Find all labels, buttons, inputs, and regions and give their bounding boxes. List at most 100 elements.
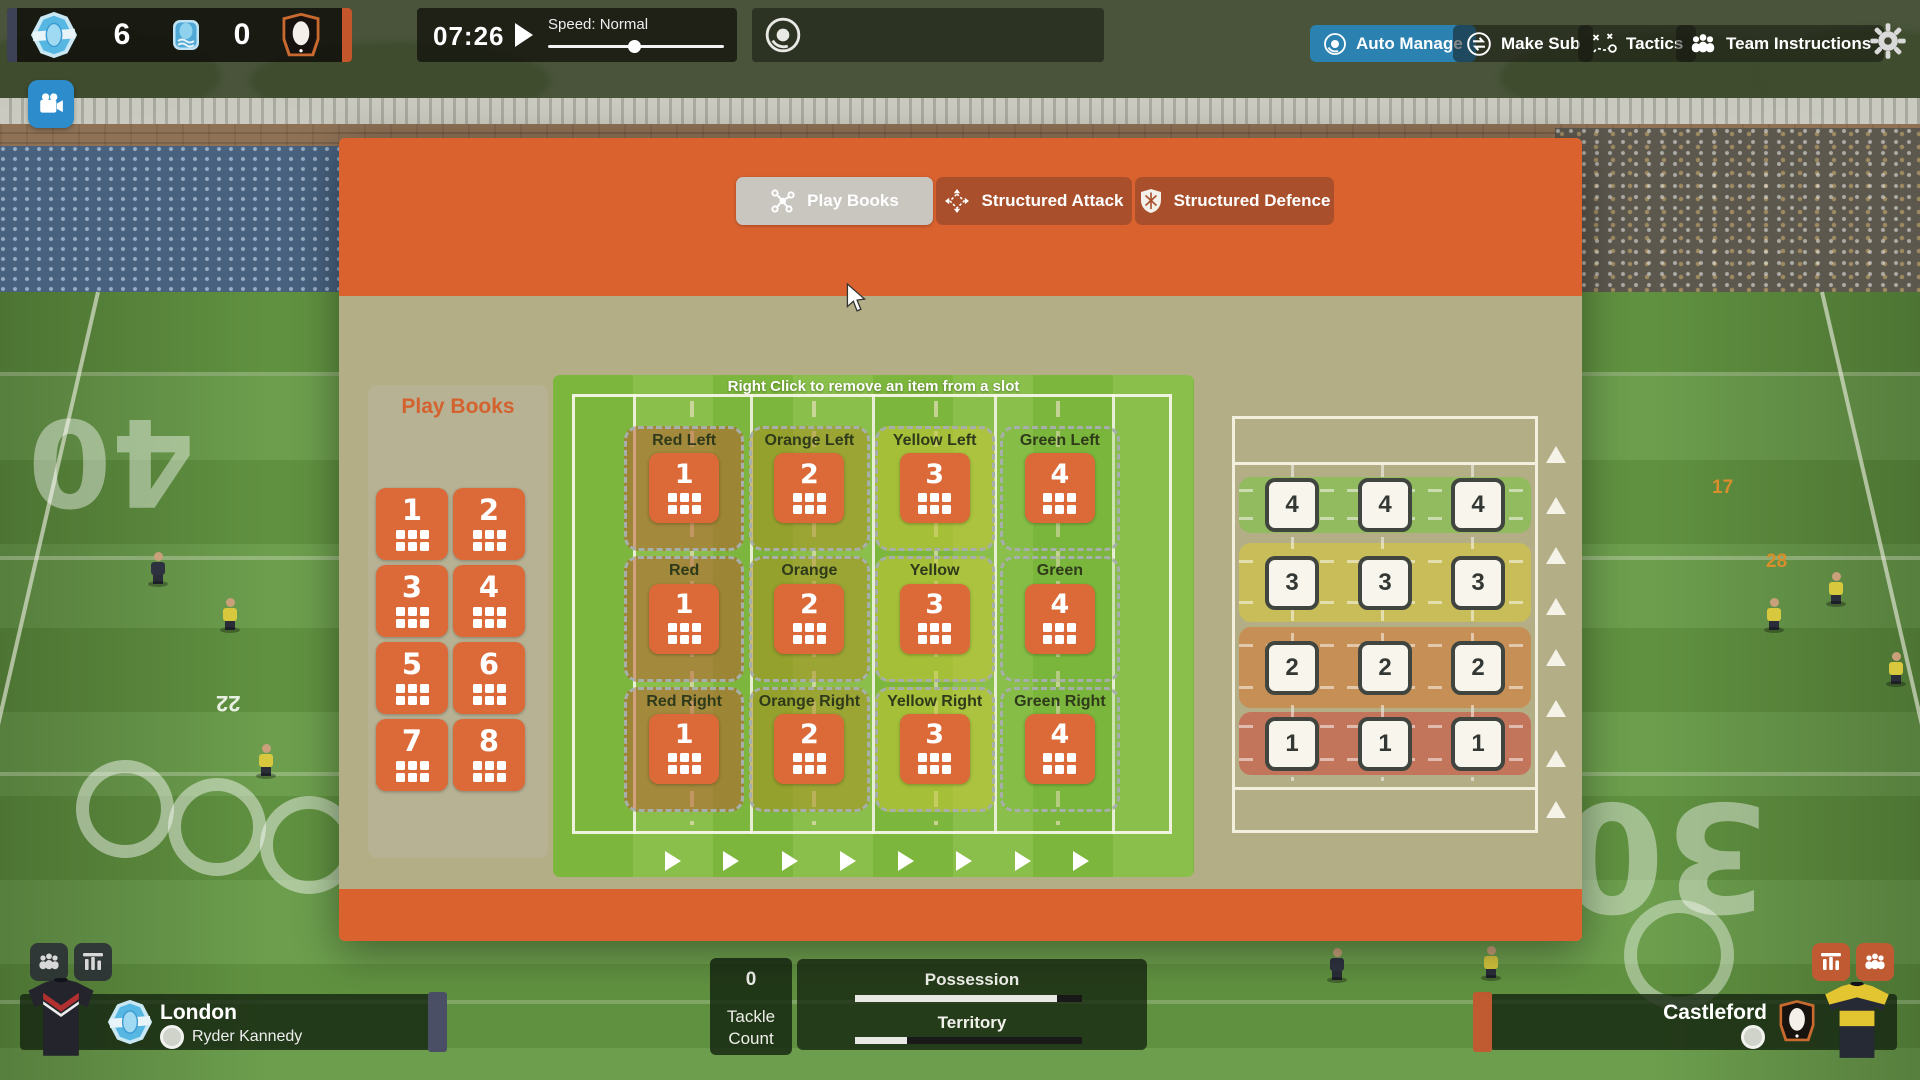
away-squad-button[interactable] bbox=[1856, 943, 1894, 981]
target-icon bbox=[765, 17, 801, 53]
playbook-tile-5[interactable]: 5 bbox=[376, 642, 448, 714]
playbook-tile-7[interactable]: 7 bbox=[376, 719, 448, 791]
playbook-tile-2[interactable]: 2 bbox=[453, 488, 525, 560]
playbook-icon bbox=[395, 606, 405, 616]
make-sub-button[interactable]: Make Sub bbox=[1453, 25, 1594, 62]
slot-red-right[interactable]: Red Right 1 bbox=[624, 686, 745, 812]
playbook-tile-8[interactable]: 8 bbox=[453, 719, 525, 791]
slot-tile[interactable]: 4 bbox=[1024, 713, 1095, 784]
slot-red-left[interactable]: Red Left 1 bbox=[624, 426, 745, 552]
depth-cell[interactable]: 2 bbox=[1358, 640, 1412, 695]
possession-bar bbox=[855, 995, 1082, 1002]
tab-play-books[interactable]: Play Books bbox=[736, 177, 933, 225]
depth-cell[interactable]: 4 bbox=[1358, 478, 1412, 532]
depth-cell[interactable]: 1 bbox=[1358, 716, 1412, 771]
slot-green[interactable]: Green 4 bbox=[999, 556, 1120, 682]
preview-play-button[interactable] bbox=[956, 851, 973, 871]
depth-arrow[interactable] bbox=[1546, 446, 1566, 463]
preview-play-button[interactable] bbox=[665, 851, 681, 871]
depth-arrow[interactable] bbox=[1546, 750, 1566, 768]
field-slot-board: Right Click to remove an item from a slo… bbox=[553, 375, 1194, 877]
slot-tile[interactable]: 3 bbox=[899, 583, 970, 654]
depth-cell[interactable]: 4 bbox=[1451, 478, 1505, 532]
team-instructions-button[interactable]: Team Instructions bbox=[1676, 25, 1885, 62]
depth-arrow[interactable] bbox=[1546, 598, 1566, 616]
preview-play-button[interactable] bbox=[781, 851, 798, 871]
player-sprite bbox=[1764, 598, 1784, 633]
home-team-badge bbox=[107, 999, 153, 1045]
slot-tile[interactable]: 4 bbox=[1024, 453, 1095, 524]
coach-status-icon bbox=[160, 1025, 184, 1049]
playbook-tile-1[interactable]: 1 bbox=[376, 488, 448, 560]
make-sub-label: Make Sub bbox=[1501, 33, 1581, 53]
depth-cell[interactable]: 3 bbox=[1265, 555, 1319, 610]
settings-gear-icon[interactable] bbox=[1869, 22, 1907, 60]
depth-cell[interactable]: 3 bbox=[1358, 555, 1412, 610]
depth-arrow[interactable] bbox=[1546, 547, 1566, 565]
slot-tile[interactable]: 3 bbox=[899, 713, 970, 784]
playbook-tile-3[interactable]: 3 bbox=[376, 565, 448, 637]
slot-tile[interactable]: 2 bbox=[774, 713, 845, 784]
slot-tile[interactable]: 4 bbox=[1024, 583, 1095, 654]
tab-structured-attack[interactable]: Structured Attack bbox=[936, 177, 1132, 225]
preview-play-button[interactable] bbox=[898, 851, 915, 871]
home-stats-button[interactable] bbox=[74, 943, 112, 981]
depth-cell[interactable]: 4 bbox=[1265, 478, 1319, 532]
depth-band-yellow: 3 3 3 bbox=[1239, 543, 1531, 622]
slot-yellow[interactable]: Yellow 3 bbox=[874, 556, 995, 682]
depth-cell[interactable]: 3 bbox=[1451, 555, 1505, 610]
depth-band-green: 4 4 4 bbox=[1239, 477, 1531, 533]
slot-hint-text: Right Click to remove an item from a slo… bbox=[727, 378, 1020, 395]
preview-play-button[interactable] bbox=[1072, 851, 1089, 871]
preview-play-button[interactable] bbox=[1014, 851, 1031, 871]
match-badge bbox=[173, 20, 199, 50]
depth-cell[interactable]: 2 bbox=[1265, 640, 1319, 695]
slot-green-right[interactable]: Green Right 4 bbox=[999, 686, 1120, 812]
slot-orange-left[interactable]: Orange Left 2 bbox=[749, 426, 870, 552]
slot-yellow-left[interactable]: Yellow Left 3 bbox=[874, 426, 995, 552]
playbook-icon bbox=[1043, 492, 1053, 502]
slot-tile[interactable]: 2 bbox=[774, 583, 845, 654]
slot-tile[interactable]: 1 bbox=[649, 713, 720, 784]
stats-icon bbox=[1821, 953, 1841, 970]
camera-button[interactable] bbox=[28, 80, 74, 128]
tackle-count-box: 0 Tackle Count bbox=[710, 958, 792, 1055]
match-status-panel bbox=[752, 8, 1104, 62]
playbook-icon bbox=[472, 683, 482, 693]
match-timer-panel: 07:26 Speed: Normal bbox=[417, 8, 737, 62]
player-sprite bbox=[1826, 572, 1846, 607]
depth-arrow[interactable] bbox=[1546, 648, 1566, 666]
play-button[interactable] bbox=[515, 23, 533, 47]
playbook-tile-6[interactable]: 6 bbox=[453, 642, 525, 714]
speed-slider[interactable] bbox=[548, 40, 724, 53]
away-stats-button[interactable] bbox=[1812, 943, 1850, 981]
depth-arrow[interactable] bbox=[1546, 800, 1566, 818]
slot-red[interactable]: Red 1 bbox=[624, 556, 745, 682]
playbook-tile-4[interactable]: 4 bbox=[453, 565, 525, 637]
tackle-label: Count bbox=[728, 1029, 774, 1048]
slot-tile[interactable]: 1 bbox=[649, 583, 720, 654]
slot-tile[interactable]: 3 bbox=[899, 453, 970, 524]
auto-manage-button[interactable]: Auto Manage bbox=[1310, 25, 1476, 62]
playbook-icon bbox=[472, 760, 482, 770]
slot-green-left[interactable]: Green Left 4 bbox=[999, 426, 1120, 552]
speed-slider-knob[interactable] bbox=[628, 40, 642, 53]
depth-arrow[interactable] bbox=[1546, 496, 1566, 514]
depth-cell[interactable]: 2 bbox=[1451, 640, 1505, 695]
home-squad-button[interactable] bbox=[30, 943, 68, 981]
diagram-line bbox=[1235, 787, 1535, 790]
slot-yellow-right[interactable]: Yellow Right 3 bbox=[874, 686, 995, 812]
depth-arrow[interactable] bbox=[1546, 699, 1566, 717]
preview-play-button[interactable] bbox=[723, 851, 740, 871]
tab-structured-defence[interactable]: Structured Defence bbox=[1135, 177, 1334, 225]
away-score: 0 bbox=[233, 18, 251, 51]
slot-tile[interactable]: 2 bbox=[774, 453, 845, 524]
preview-play-button[interactable] bbox=[839, 851, 856, 871]
slot-orange-right[interactable]: Orange Right 2 bbox=[749, 686, 870, 812]
depth-cell[interactable]: 1 bbox=[1265, 716, 1319, 771]
slot-tile[interactable]: 1 bbox=[649, 453, 720, 524]
slot-orange[interactable]: Orange 2 bbox=[749, 556, 870, 682]
territory-fill bbox=[855, 1037, 908, 1044]
home-jersey bbox=[28, 978, 94, 1056]
depth-cell[interactable]: 1 bbox=[1451, 716, 1505, 771]
